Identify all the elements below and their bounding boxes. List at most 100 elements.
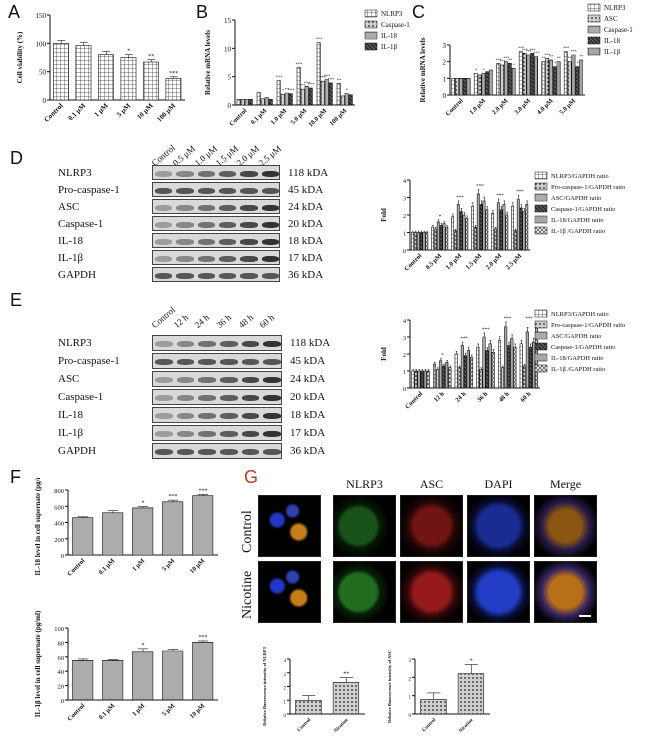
bar: [477, 74, 482, 96]
legend-label: IL-1β: [604, 48, 620, 56]
y-tick-label: 0: [61, 698, 64, 705]
legend-label: NLRP3: [381, 10, 403, 18]
bar: [511, 68, 516, 96]
blot-band: [155, 221, 173, 228]
y-tick-label: 800: [54, 488, 64, 495]
significance-mark: **: [568, 56, 572, 61]
bar: [236, 99, 241, 106]
bar: [501, 367, 505, 389]
chart-d-fold: 0 1 2 3 4 Fold Control * 0.5 μM *** 1.0 μM *** 1.5 μ…: [380, 171, 625, 273]
y-tick-label: 40: [58, 669, 65, 676]
y-tick-label: 50: [39, 69, 47, 77]
protein-label: IL-18: [58, 235, 84, 247]
category-label: 2.5 μM: [505, 252, 524, 271]
legend-label: IL-18/GAPDH ratio: [551, 355, 604, 362]
bar: [422, 232, 426, 251]
kda-label: 36 kDA: [290, 445, 326, 457]
bar: [420, 699, 447, 715]
blot-band: [219, 238, 237, 245]
kda-label: 36 kDA: [288, 269, 324, 281]
bar: [491, 212, 495, 251]
legend-swatch: [534, 193, 548, 202]
blot-band: [197, 170, 215, 177]
protein-label: IL-1β: [58, 427, 84, 439]
blot-band: [261, 221, 279, 228]
bar: [442, 223, 446, 251]
bar: [419, 232, 423, 251]
significance-mark: ***: [516, 190, 524, 195]
y-axis-label: Relative mRNA levels: [419, 37, 427, 102]
blot-band: [263, 359, 281, 365]
significance-mark: *: [475, 67, 477, 72]
blot-strip: [152, 250, 280, 265]
blot-band: [155, 395, 173, 401]
blot-band: [155, 431, 173, 437]
y-tick-label: 4: [403, 319, 406, 325]
category-label: 0.1 μM: [98, 702, 117, 721]
bar: [460, 345, 464, 389]
blot-band: [219, 272, 237, 279]
legend-swatch: [534, 204, 548, 213]
bar: [525, 331, 529, 389]
blot-band: [263, 449, 281, 455]
category-label: Control: [297, 717, 313, 733]
row-label: Nicotine: [240, 570, 255, 619]
bar: [244, 99, 249, 106]
legend-swatch: [534, 364, 548, 373]
significance-mark: ***: [199, 488, 208, 494]
y-tick-label: 0: [284, 714, 287, 719]
significance-mark: *: [577, 61, 579, 66]
significance-mark: ***: [563, 46, 569, 51]
blot-band: [220, 449, 238, 455]
bar: [485, 209, 489, 251]
protein-label: Pro-caspase-1: [58, 355, 120, 367]
blot-band: [220, 377, 238, 383]
legend-label: Caspase-1: [604, 26, 633, 34]
legend-swatch: [587, 25, 601, 34]
lane-label: 60 h: [257, 312, 277, 330]
blot-band: [198, 341, 216, 347]
bar: [248, 99, 253, 106]
blot-band: [263, 431, 281, 437]
category-label: Control: [404, 390, 424, 410]
blot-band: [261, 255, 279, 262]
kda-label: 18 kDA: [290, 409, 326, 421]
bar: [556, 61, 561, 96]
bar: [482, 200, 486, 251]
blot-band: [220, 359, 238, 365]
blot-band: [198, 413, 216, 419]
bar: [308, 87, 313, 106]
bar: [454, 230, 457, 251]
blot-band: [176, 272, 194, 279]
protein-label: GAPDH: [58, 269, 96, 281]
bar: [431, 226, 435, 251]
kda-label: 17 kDA: [288, 252, 324, 264]
category-label: 0.1 μM: [250, 107, 269, 126]
bar: [471, 205, 475, 251]
blot-band: [240, 272, 258, 279]
blot-band: [240, 238, 258, 245]
bar: [549, 59, 553, 96]
significance-mark: ***: [324, 74, 332, 79]
significance-mark: ***: [482, 328, 490, 333]
blot-band: [176, 377, 195, 383]
blot-band: [241, 413, 260, 419]
bar: [571, 54, 576, 96]
blot-band: [155, 359, 173, 365]
bar: [304, 86, 309, 106]
bar: [445, 362, 449, 389]
significance-mark: ***: [522, 47, 528, 52]
blot-band: [219, 255, 237, 262]
significance-mark: *: [554, 61, 556, 66]
category-label: 36 h: [476, 390, 490, 404]
chart-e-fold: 0 1 2 3 4 Fold Control * 12 h *** 24 h *** 36 h *** 48…: [380, 309, 625, 411]
panel-letter-d: D: [10, 148, 23, 168]
micrograph-cell: [400, 561, 463, 623]
y-tick-label: 2: [403, 353, 406, 359]
legend-swatch: [534, 331, 548, 340]
significance-mark: **: [579, 54, 583, 59]
bar: [462, 78, 467, 96]
blot-band: [176, 359, 195, 365]
y-tick-label: 2: [443, 59, 447, 67]
significance-mark: **: [337, 77, 342, 82]
